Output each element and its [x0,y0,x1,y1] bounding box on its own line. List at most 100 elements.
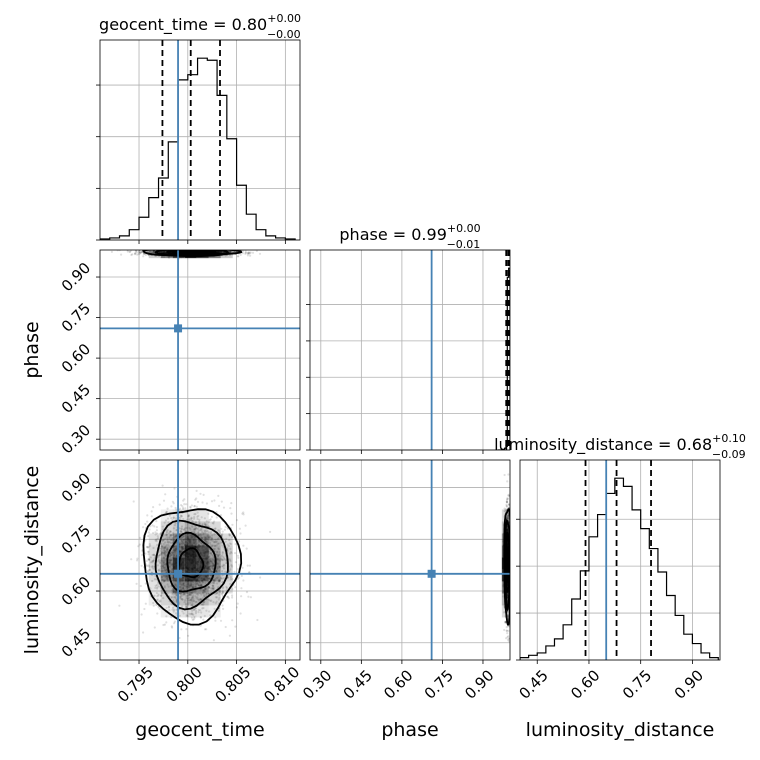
sample-point [202,589,205,593]
sample-point [166,517,170,520]
sample-point [211,562,214,565]
sample-point [169,530,172,533]
sample-point [165,615,168,618]
sample-point [162,563,165,566]
sample-point [163,569,166,572]
sample-point [231,523,234,526]
sample-point [209,599,212,603]
sample-point [180,543,183,546]
sample-point [168,559,171,562]
sample-point [218,590,221,593]
sample-point [180,531,183,534]
sample-point [158,600,161,603]
sample-point [190,519,193,522]
sample-point [244,524,247,527]
tick-marks-2-0 [96,487,286,664]
sample-point [174,506,177,510]
sample-point [204,530,207,533]
sample-point [210,538,213,541]
sample-point [205,502,208,505]
sample-point [197,583,200,586]
sample-point [215,596,219,599]
sample-point [235,519,239,522]
density-cell [208,521,221,534]
sample-point [187,582,190,585]
sample-point [195,597,198,600]
sample-point [186,603,189,606]
sample-point [156,595,159,598]
sample-point [163,585,166,588]
sample-point [196,500,200,503]
sample-point [208,558,212,561]
sample-point [192,608,195,611]
sample-point [222,607,225,611]
sample-point [163,250,166,254]
sample-point [507,625,510,628]
sample-point [207,521,211,524]
sample-point [216,558,219,561]
sample-point [163,550,166,553]
sample-point [194,595,197,598]
sample-point [208,539,211,542]
sample-point [144,522,147,526]
sample-point [151,561,154,564]
sample-point [242,544,245,547]
sample-point [209,560,212,563]
sample-point [178,507,182,510]
sample-point [150,250,153,254]
density-cell [160,509,173,522]
sample-point [210,551,213,554]
sample-point [228,250,231,253]
panel-frame-1-0 [99,249,301,451]
sample-point [136,253,139,256]
sample-point [187,634,190,637]
sample-point [185,581,188,584]
sample-point [192,517,196,520]
sample-point [182,612,185,615]
sample-point [190,596,193,600]
sample-point [147,250,150,253]
sample-point [168,555,171,558]
sample-point [220,593,224,596]
sample-point [192,586,195,589]
sample-point [152,251,155,254]
sample-point [196,515,199,519]
sample-point [172,539,175,542]
sample-point [233,570,236,573]
sample-point [212,522,215,525]
sample-point [146,514,149,517]
sample-point [196,596,199,599]
sample-point [199,585,202,588]
sample-point [198,522,201,526]
sample-point [187,584,191,587]
sample-point [190,612,193,615]
sample-point [208,566,211,569]
sample-point [156,564,160,567]
sample-point [154,538,158,541]
sample-point [199,584,202,588]
sample-point [186,597,190,600]
sample-point [185,592,189,595]
sample-point [191,591,194,594]
sample-point [219,559,222,562]
sample-point [193,615,196,619]
density-blocks [148,509,233,618]
sample-point [211,587,215,590]
sample-point [193,617,196,620]
sample-point [217,547,220,550]
sample-point [188,526,191,530]
sample-point [162,561,165,564]
sample-point [208,555,211,558]
sample-point [151,250,154,253]
sample-point [216,562,220,566]
sample-point [209,570,212,573]
sample-point [180,538,183,542]
sample-point [178,533,181,536]
sample-point [201,531,204,534]
sample-point [159,562,162,565]
sample-point [173,524,177,527]
sample-point [175,517,178,520]
sample-point [163,579,166,583]
sample-point [170,558,173,562]
sample-point [185,585,188,588]
